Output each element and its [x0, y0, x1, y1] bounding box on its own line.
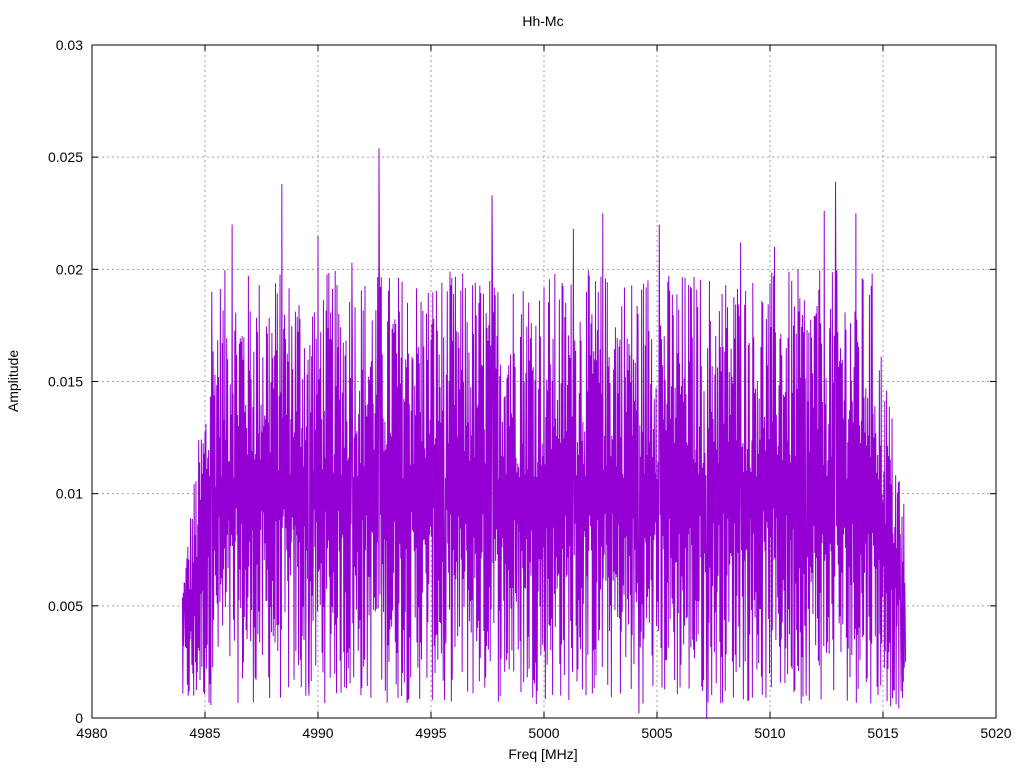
x-tick-label: 4995 — [415, 725, 446, 741]
y-tick-label: 0.02 — [56, 261, 83, 277]
x-tick-label: 5015 — [867, 725, 898, 741]
x-tick-label: 5005 — [641, 725, 672, 741]
x-tick-labels: 4980 4985 4990 4995 5000 5005 5010 5015 5020 — [76, 725, 1011, 741]
series-layer — [181, 148, 907, 719]
amplitude-series-line — [181, 148, 907, 719]
y-tick-label: 0.005 — [48, 598, 83, 614]
x-tick-label: 5000 — [528, 725, 559, 741]
x-axis-label: Freq [MHz] — [508, 746, 577, 762]
x-tick-label: 4980 — [76, 725, 107, 741]
y-axis-label: Amplitude — [5, 350, 21, 412]
y-tick-labels: 0 0.005 0.01 0.015 0.02 0.025 0.03 — [48, 37, 83, 726]
x-tick-label: 4990 — [302, 725, 333, 741]
chart-title: Hh-Mc — [522, 13, 563, 29]
y-tick-label: 0.015 — [48, 374, 83, 390]
y-tick-label: 0.01 — [56, 486, 83, 502]
y-tick-label: 0 — [75, 710, 83, 726]
x-tick-label: 5020 — [980, 725, 1011, 741]
x-tick-label: 5010 — [754, 725, 785, 741]
y-tick-label: 0.025 — [48, 149, 83, 165]
x-tick-label: 4985 — [189, 725, 220, 741]
tick-marks — [91, 44, 997, 719]
y-tick-label: 0.03 — [56, 37, 83, 53]
